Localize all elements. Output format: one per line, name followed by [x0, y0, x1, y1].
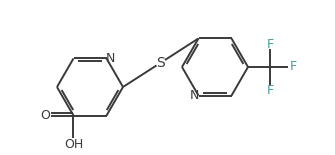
Text: N: N [190, 89, 199, 102]
Text: F: F [289, 60, 296, 73]
Text: OH: OH [64, 138, 83, 151]
Text: N: N [106, 52, 115, 65]
Text: F: F [266, 38, 274, 51]
Text: O: O [41, 109, 51, 122]
Text: S: S [156, 56, 165, 70]
Text: F: F [266, 84, 274, 97]
